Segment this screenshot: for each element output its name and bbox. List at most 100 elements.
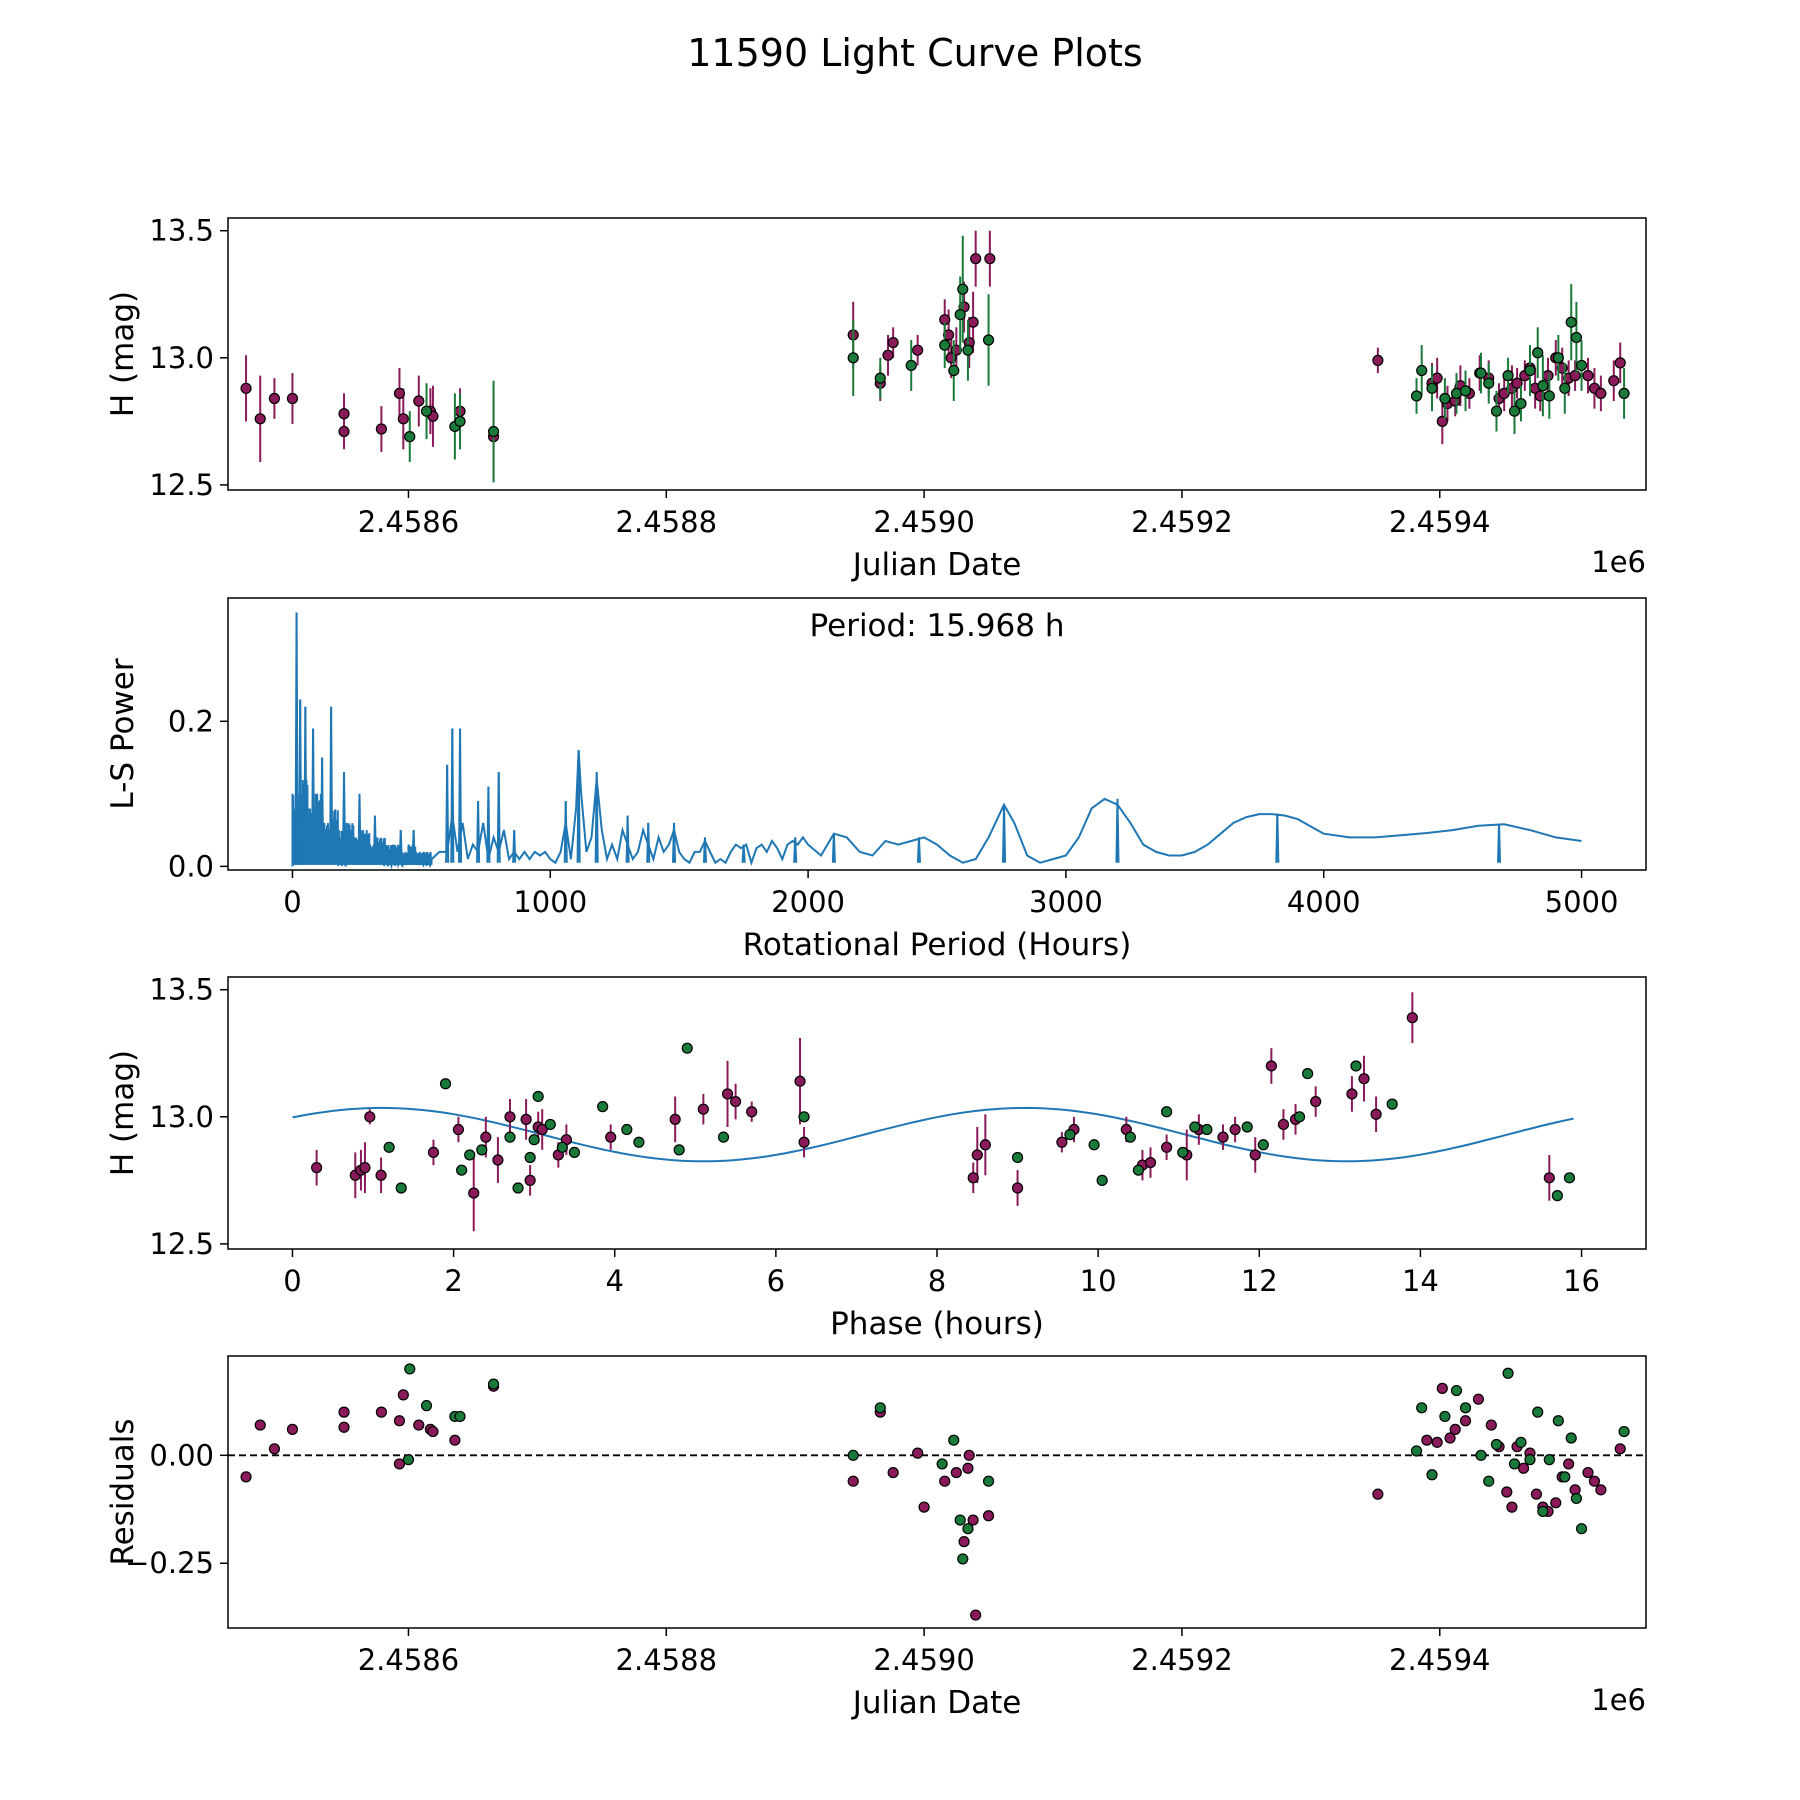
period-annotation: Period: 15.968 h bbox=[810, 608, 1065, 644]
power-peak bbox=[459, 728, 463, 863]
data-point-green bbox=[1502, 370, 1514, 382]
data-point-magenta bbox=[1436, 415, 1448, 427]
data-point-magenta bbox=[520, 1113, 532, 1125]
data-point-magenta bbox=[1517, 1462, 1530, 1474]
data-point-green bbox=[1410, 390, 1423, 402]
x-axis-label: Julian Date bbox=[851, 1685, 1022, 1721]
data-point-green bbox=[528, 1134, 540, 1146]
data-point-magenta bbox=[1498, 387, 1510, 400]
data-point-magenta bbox=[982, 1510, 995, 1522]
data-point-magenta bbox=[1550, 1497, 1562, 1509]
data-point-magenta bbox=[798, 1136, 810, 1148]
y-tick-label: 0.00 bbox=[149, 1438, 214, 1472]
data-point-green bbox=[1439, 392, 1451, 405]
power-peak bbox=[647, 822, 651, 863]
x-tick-label: 2.4586 bbox=[358, 505, 459, 539]
data-point-magenta bbox=[958, 1536, 970, 1548]
power-peak bbox=[703, 837, 707, 863]
data-point-magenta bbox=[1588, 1475, 1601, 1487]
data-point-green bbox=[1475, 1449, 1487, 1461]
data-point-magenta bbox=[254, 413, 266, 425]
data-point-magenta bbox=[912, 344, 924, 356]
data-point-green bbox=[1257, 1139, 1269, 1151]
x-tick-label: 4 bbox=[606, 1264, 624, 1298]
data-point-green bbox=[454, 1410, 466, 1423]
data-point-green bbox=[1483, 1475, 1495, 1487]
x-tick-label: 0 bbox=[283, 1264, 301, 1298]
data-point-green bbox=[1543, 390, 1555, 402]
data-point-magenta bbox=[338, 1406, 350, 1418]
data-point-magenta bbox=[1277, 1118, 1290, 1131]
power-peak bbox=[513, 830, 517, 863]
x-tick-label: 2.4588 bbox=[616, 1643, 717, 1677]
data-point-magenta bbox=[1421, 1434, 1433, 1446]
y-axis-label: H (mag) bbox=[105, 1050, 141, 1176]
data-point-magenta bbox=[1530, 1488, 1543, 1500]
data-point-green bbox=[1552, 1415, 1564, 1427]
data-point-green bbox=[982, 334, 995, 346]
data-point-green bbox=[1563, 1172, 1576, 1184]
x-tick-label: 3000 bbox=[1029, 885, 1103, 919]
data-point-green bbox=[905, 359, 917, 372]
x-axis-label: Julian Date bbox=[851, 547, 1022, 583]
data-point-magenta bbox=[338, 425, 350, 438]
x-tick-label: 1000 bbox=[513, 885, 587, 919]
data-point-magenta bbox=[1229, 1123, 1241, 1136]
data-point-magenta bbox=[967, 1514, 979, 1526]
data-point-green bbox=[847, 1449, 859, 1461]
data-point-green bbox=[1096, 1174, 1108, 1186]
data-point-magenta bbox=[967, 316, 979, 328]
data-point-green bbox=[1386, 1098, 1398, 1110]
axes-frame bbox=[227, 217, 1647, 491]
power-peak bbox=[321, 757, 325, 863]
x-tick-label: 2.4586 bbox=[358, 1643, 459, 1677]
data-point-magenta bbox=[393, 1458, 406, 1470]
data-point-green bbox=[1618, 387, 1630, 400]
data-point-magenta bbox=[1056, 1136, 1068, 1148]
y-tick-label: 13.5 bbox=[149, 973, 214, 1007]
figure-title: 11590 Light Curve Plots bbox=[687, 31, 1142, 75]
data-point-magenta bbox=[452, 1123, 465, 1136]
data-point-green bbox=[1450, 1384, 1463, 1397]
power-peak bbox=[343, 772, 347, 863]
data-point-green bbox=[1524, 1454, 1536, 1466]
data-point-magenta bbox=[1582, 1466, 1594, 1479]
data-point-magenta bbox=[1449, 1423, 1461, 1435]
y-tick-label: 12.5 bbox=[149, 468, 214, 502]
data-point-magenta bbox=[1372, 1488, 1384, 1500]
y-tick-label: −0.25 bbox=[125, 1546, 214, 1580]
data-point-magenta bbox=[1310, 1095, 1322, 1108]
data-point-magenta bbox=[794, 1075, 806, 1087]
data-point-magenta bbox=[1358, 1073, 1370, 1085]
data-point-magenta bbox=[970, 253, 982, 265]
data-point-magenta bbox=[882, 349, 894, 361]
x-tick-label: 2.4590 bbox=[873, 1643, 974, 1677]
x-offset-label: 1e6 bbox=[1591, 545, 1646, 579]
data-point-green bbox=[962, 344, 974, 356]
x-tick-label: 2.4592 bbox=[1131, 505, 1232, 539]
data-point-magenta bbox=[1608, 375, 1620, 387]
power-peak bbox=[477, 801, 481, 863]
plot-area bbox=[291, 612, 1582, 870]
data-point-magenta bbox=[1511, 377, 1523, 389]
x-tick-label: 2000 bbox=[771, 885, 845, 919]
data-point-green bbox=[1515, 397, 1527, 410]
power-peak bbox=[595, 772, 599, 863]
data-point-green bbox=[420, 405, 433, 417]
data-point-magenta bbox=[729, 1095, 742, 1108]
data-point-green bbox=[954, 1514, 966, 1526]
data-point-magenta bbox=[311, 1162, 323, 1174]
data-point-green bbox=[948, 1434, 960, 1446]
data-point-green bbox=[1508, 1458, 1521, 1470]
x-tick-label: 2.4588 bbox=[616, 505, 717, 539]
data-point-magenta bbox=[449, 1434, 461, 1446]
data-point-magenta bbox=[1431, 1436, 1443, 1448]
data-point-green bbox=[874, 372, 886, 384]
data-point-green bbox=[597, 1101, 609, 1113]
plot-area bbox=[228, 1363, 1646, 1621]
y-tick-label: 0.0 bbox=[168, 849, 214, 883]
x-offset-label: 1e6 bbox=[1591, 1683, 1646, 1717]
x-tick-label: 2.4594 bbox=[1389, 505, 1490, 539]
data-point-magenta bbox=[524, 1174, 536, 1186]
data-point-green bbox=[1426, 382, 1438, 394]
